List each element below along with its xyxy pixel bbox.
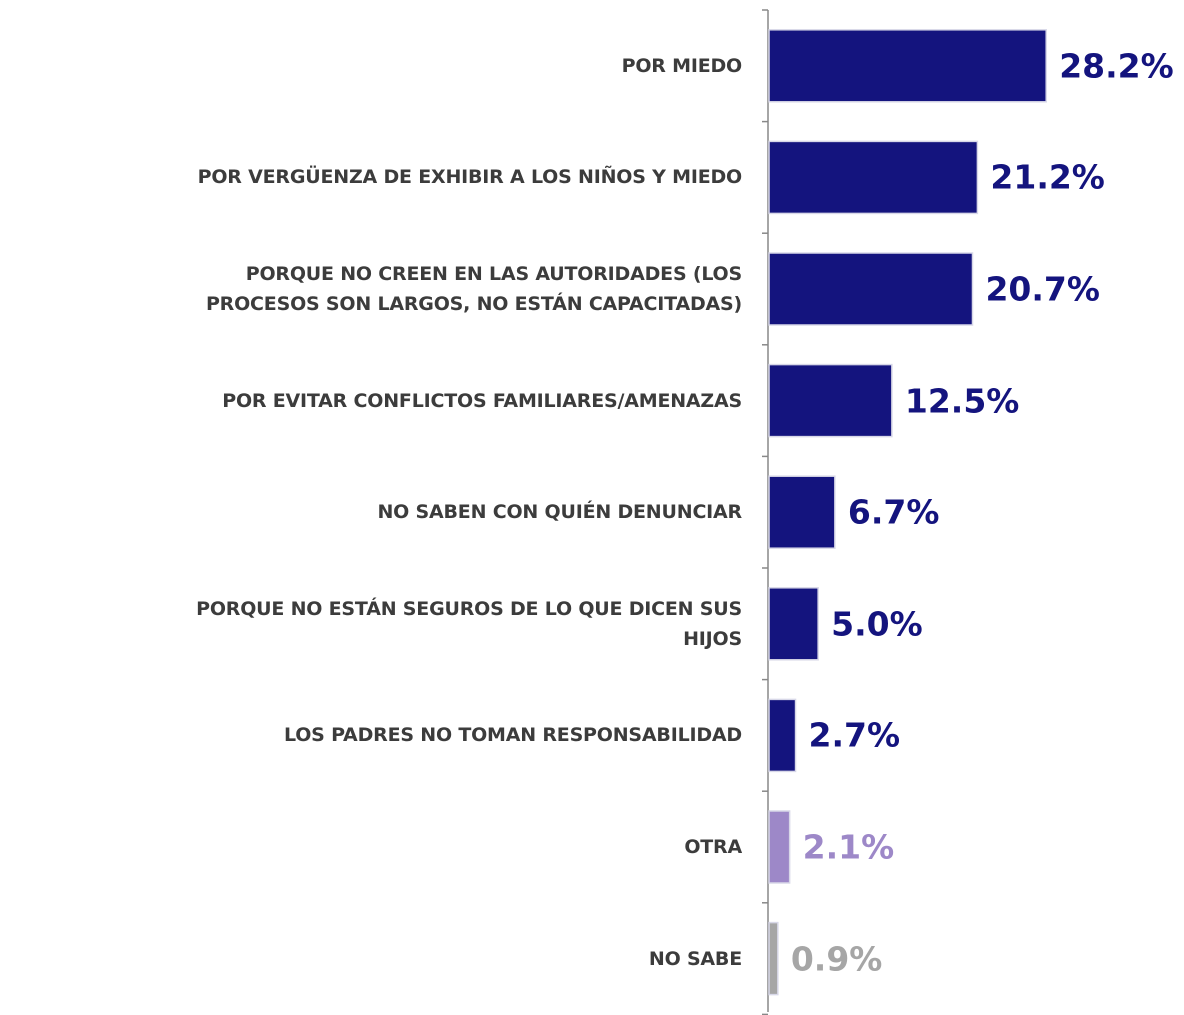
category-label: OTRA bbox=[684, 836, 742, 858]
category-label: PORQUE NO CREEN EN LAS AUTORIDADES (LOS … bbox=[205, 263, 742, 315]
bar bbox=[768, 921, 779, 996]
value-label: 12.5% bbox=[904, 381, 1020, 421]
value-label: 6.7% bbox=[847, 492, 940, 532]
value-label: 21.2% bbox=[990, 157, 1105, 197]
bar bbox=[768, 29, 1047, 103]
bar bbox=[768, 810, 791, 884]
value-label: 5.0% bbox=[831, 604, 923, 644]
value-label: 20.7% bbox=[985, 269, 1100, 309]
value-label: 28.2% bbox=[1059, 46, 1174, 86]
bar bbox=[768, 475, 836, 549]
category-label: NO SABEN CON QUIÉN DENUNCIAR bbox=[377, 501, 742, 524]
value-label: 0.9% bbox=[790, 939, 883, 979]
bar bbox=[768, 252, 974, 326]
category-label: NO SABE bbox=[648, 947, 742, 970]
category-label: POR VERGÜENZA DE EXHIBIR A LOS NIÑOS Y M… bbox=[197, 166, 743, 189]
bar bbox=[768, 363, 893, 438]
bar bbox=[768, 140, 979, 215]
category-label: POR EVITAR CONFLICTOS FAMILIARES/AMENAZA… bbox=[222, 389, 742, 412]
bar bbox=[768, 698, 797, 773]
bar bbox=[768, 587, 819, 661]
category-label: LOS PADRES NO TOMAN RESPONSABILIDAD bbox=[284, 724, 742, 747]
value-label: 2.1% bbox=[802, 827, 895, 867]
category-label: PORQUE NO ESTÁN SEGUROS DE LO QUE DICEN … bbox=[196, 597, 742, 650]
value-label: 2.7% bbox=[808, 715, 901, 755]
category-label: POR MIEDO bbox=[621, 54, 743, 77]
